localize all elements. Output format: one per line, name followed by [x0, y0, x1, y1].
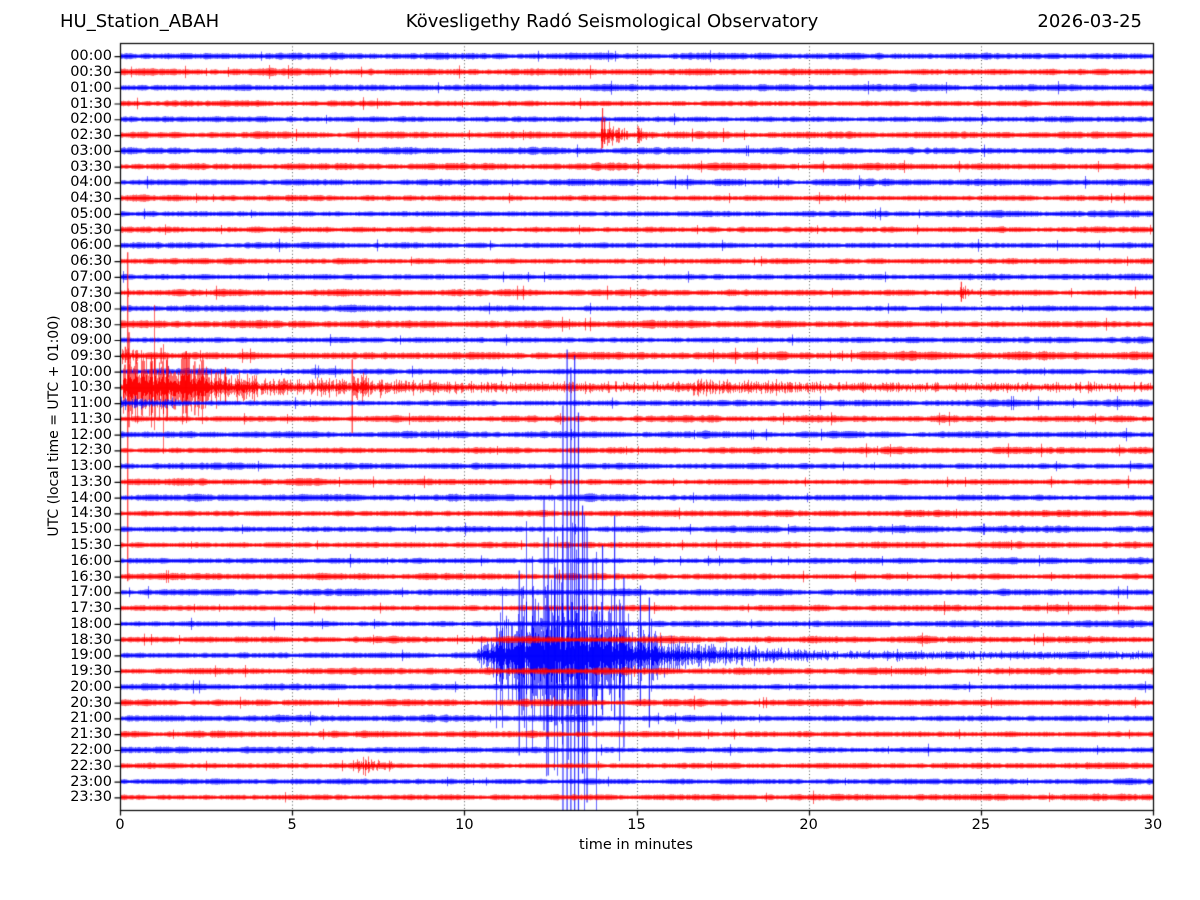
y-tick-label: 15:30: [70, 537, 112, 553]
y-tick-label: 11:30: [70, 410, 112, 427]
y-tick-label: 13:30: [70, 473, 112, 490]
y-tick-label: 10:00: [70, 363, 112, 380]
x-tick-label: 30: [1143, 817, 1163, 833]
y-tick-label: 00:30: [70, 63, 112, 80]
y-tick-label: 13:00: [70, 458, 112, 475]
y-tick-label: 21:00: [70, 710, 112, 727]
y-axis-label: UTC (local time = UTC + 01:00): [46, 315, 62, 537]
y-tick-label: 19:30: [70, 663, 112, 680]
y-tick-label: 10:30: [70, 379, 112, 396]
y-tick-label: 04:30: [70, 190, 112, 207]
station-title: HU_Station_ABAH: [60, 11, 220, 32]
y-tick-label: 01:00: [70, 79, 112, 96]
y-tick-label: 08:30: [70, 316, 112, 333]
y-tick-label: 06:00: [70, 237, 112, 254]
y-tick-label: 14:00: [70, 489, 112, 506]
x-axis-label: time in minutes: [579, 837, 693, 853]
y-tick-label: 00:00: [70, 48, 112, 65]
y-tick-label: 22:00: [70, 741, 112, 758]
y-tick-label: 02:30: [70, 127, 112, 144]
y-tick-label: 17:00: [70, 584, 112, 601]
x-tick-label: 5: [287, 817, 297, 833]
y-tick-label: 20:30: [70, 694, 112, 711]
y-tick-label: 15:00: [70, 521, 112, 538]
y-tick-label: 19:00: [70, 647, 112, 664]
y-tick-label: 16:30: [70, 568, 112, 585]
x-tick-label: 20: [799, 817, 818, 833]
y-tick-label: 11:00: [70, 395, 112, 412]
x-tick-label: 25: [971, 817, 991, 833]
y-tick-label: 12:30: [70, 442, 112, 459]
y-tick-label: 21:30: [70, 726, 112, 743]
x-tick-label: 15: [627, 817, 646, 833]
x-tick-label: 10: [455, 817, 474, 833]
y-tick-label: 03:30: [70, 158, 112, 175]
y-tick-label: 05:30: [70, 221, 112, 238]
y-tick-label: 23:30: [70, 789, 112, 806]
y-tick-label: 03:00: [70, 142, 112, 159]
y-tick-label: 09:00: [70, 332, 112, 349]
y-tick-label: 20:00: [70, 678, 112, 695]
y-tick-label: 07:00: [70, 268, 112, 285]
y-tick-label: 02:00: [70, 111, 112, 128]
x-tick-label: 0: [115, 817, 125, 833]
y-tick-label: 04:00: [70, 174, 112, 191]
y-tick-label: 17:30: [70, 600, 112, 617]
y-tick-label: 05:00: [70, 205, 112, 222]
observatory-title: Kövesligethy Radó Seismological Observat…: [405, 11, 819, 32]
y-tick-label: 22:30: [70, 757, 112, 774]
y-tick-label: 09:30: [70, 347, 112, 364]
y-tick-label: 18:00: [70, 615, 112, 632]
y-tick-label: 01:30: [70, 95, 112, 112]
y-tick-label: 16:00: [70, 552, 112, 569]
y-tick-label: 12:00: [70, 426, 112, 443]
date-title: 2026-03-25: [1037, 11, 1142, 32]
y-tick-label: 08:00: [70, 300, 112, 317]
y-tick-label: 14:30: [70, 505, 112, 522]
y-tick-label: 06:30: [70, 253, 112, 270]
y-tick-label: 07:30: [70, 284, 112, 301]
y-tick-label: 18:30: [70, 631, 112, 648]
y-tick-label: 23:00: [70, 773, 112, 790]
